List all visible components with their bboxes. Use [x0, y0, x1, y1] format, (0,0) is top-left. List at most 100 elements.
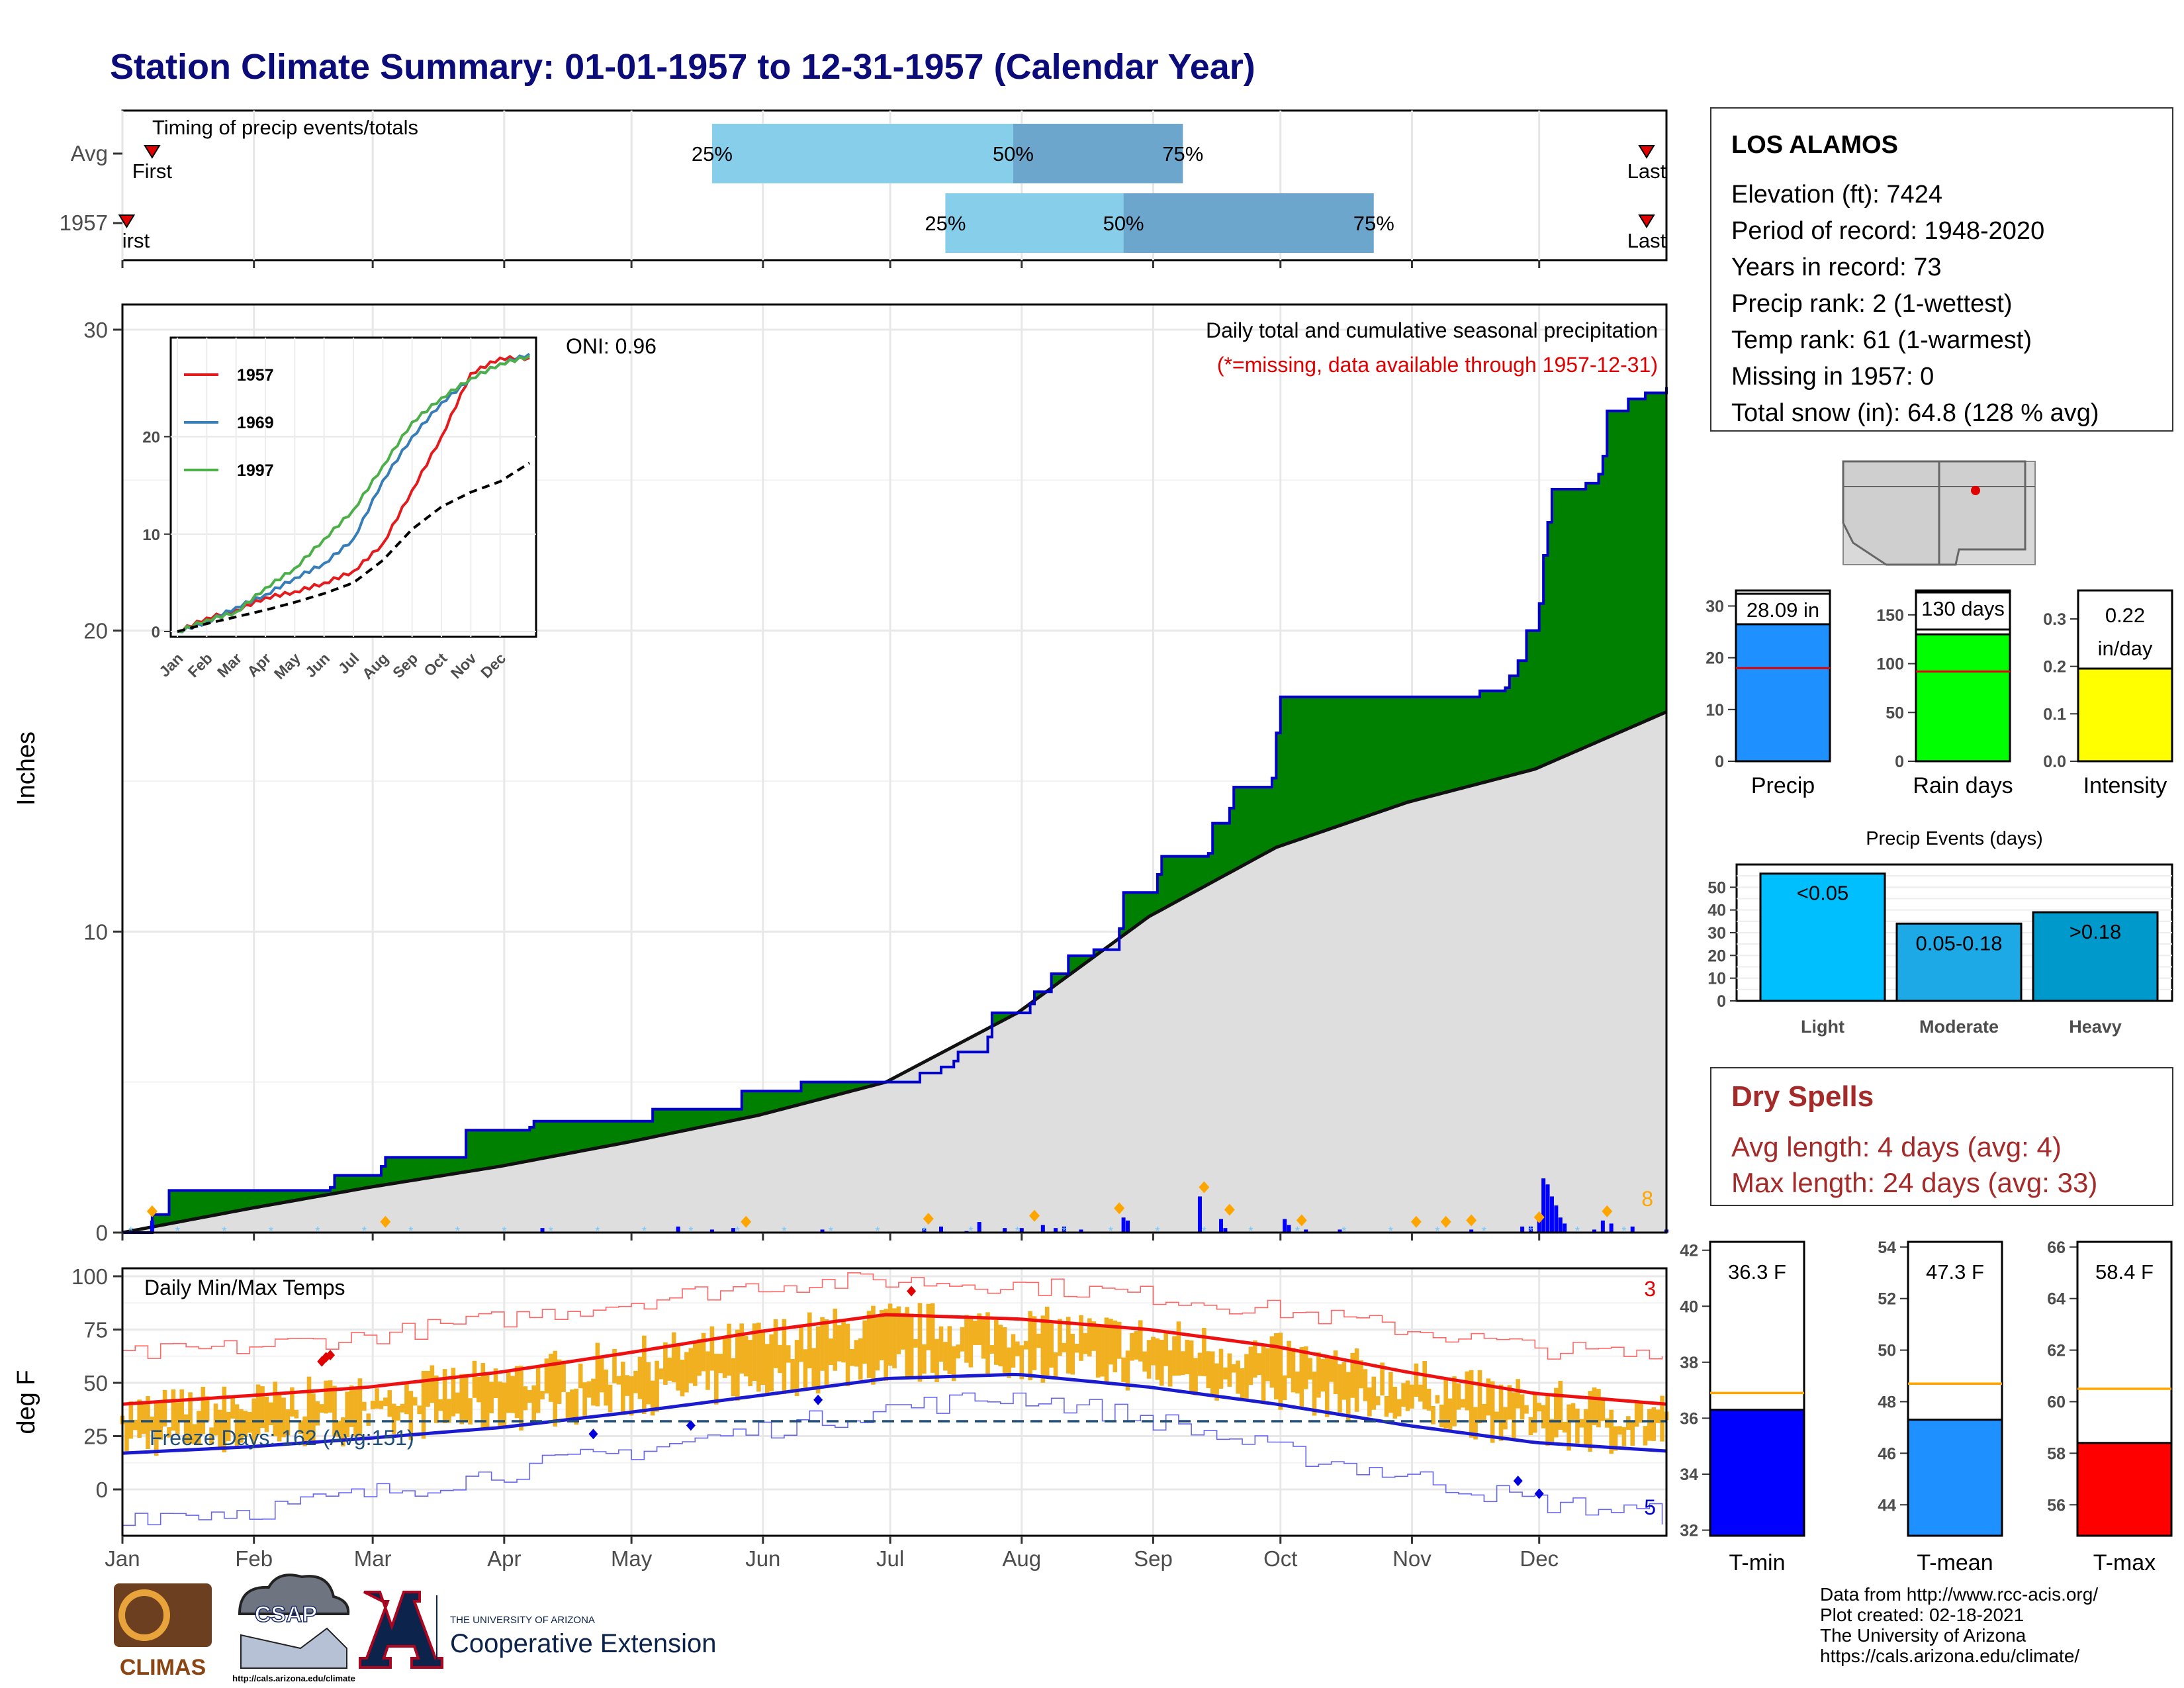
credits: Data from http://www.rcc-acis.org/ Plot … [1820, 1584, 2098, 1666]
precip-y-tick-label: 0 [96, 1221, 108, 1245]
events-category-label: Light [1801, 1017, 1844, 1037]
snow-marker: * [455, 1225, 460, 1238]
month-axis-label: Nov [1392, 1546, 1432, 1571]
temp-bar-y-tick-label: 66 [2047, 1239, 2066, 1257]
oni-label: ONI: 0.96 [566, 334, 657, 358]
timing-bar-q50-q75 [1123, 193, 1374, 253]
precip-bar-y-tick-label: 0 [1715, 753, 1724, 771]
daily-precip-bar [1563, 1223, 1567, 1233]
daily-temp-bar [1486, 1378, 1491, 1416]
temp-bar-y-tick-label: 34 [1680, 1466, 1698, 1484]
daily-temp-bar [294, 1409, 299, 1419]
daily-temp-bar [862, 1320, 867, 1364]
daily-temp-bar [1231, 1364, 1236, 1373]
daily-temp-bar [909, 1313, 914, 1379]
daily-temp-bar [260, 1386, 265, 1429]
daily-temp-bar [1524, 1405, 1529, 1414]
record-low-marker [813, 1394, 823, 1405]
daily-temp-bar [1384, 1395, 1389, 1417]
station-elevation: Elevation (ft): 7424 [1731, 181, 1942, 209]
daily-temp-bar [290, 1387, 295, 1417]
temp-bar-value-label: 47.3 F [1926, 1260, 1984, 1284]
daily-precip-bar [1558, 1217, 1563, 1233]
record-max-line [122, 1272, 1663, 1360]
timing-q75-label: 75% [1162, 142, 1203, 165]
timing-row-label: Avg [71, 141, 108, 165]
daily-temp-bar [892, 1308, 897, 1369]
daily-temp-bar [570, 1389, 574, 1422]
daily-temp-bar [646, 1362, 651, 1405]
timing-q50-label: 50% [993, 142, 1034, 165]
daily-temp-bar [1040, 1315, 1046, 1383]
daily-temp-bar [964, 1315, 969, 1363]
daily-temp-bar [463, 1374, 469, 1421]
record-precip-marker [146, 1205, 158, 1217]
daily-temp-bar [1426, 1388, 1432, 1411]
daily-temp-bar [905, 1307, 910, 1378]
daily-temp-bar [1388, 1372, 1393, 1413]
snow-marker: * [922, 1225, 927, 1238]
daily-precip-bar [1121, 1217, 1126, 1233]
daily-temp-bar [1172, 1336, 1177, 1376]
precip-summary-bars: 0 10 20 30 Precip 0 50 100 150 Rain days 0.0 0.1 0.2… [1706, 589, 2173, 798]
daily-temp-bar [1324, 1356, 1330, 1417]
daily-temp-bar [1630, 1422, 1635, 1446]
daily-temp-bar [709, 1326, 715, 1371]
daily-temp-bar [277, 1392, 282, 1442]
daily-precip-bar [1537, 1219, 1541, 1233]
daily-temp-bar [947, 1326, 952, 1374]
daily-temp-bar [132, 1419, 138, 1430]
daily-temp-bar [302, 1416, 307, 1446]
csap-logo-text: CSAP [255, 1602, 317, 1627]
daily-temp-bar [1570, 1403, 1576, 1421]
temp-bar-y-tick-label: 40 [1680, 1297, 1698, 1316]
daily-temp-bar [884, 1309, 888, 1382]
logos: CLIMAS CSAP http://cals.arizona.edu/climat… [114, 1573, 716, 1683]
events-title: Precip Events (days) [1866, 828, 2043, 849]
daily-temp-bar [442, 1369, 447, 1423]
daily-temp-bar [743, 1336, 749, 1377]
normal-cumulative-area [122, 712, 1666, 1233]
daily-temp-bar [1299, 1347, 1304, 1408]
record-precip-marker [1296, 1214, 1307, 1227]
daily-temp-bar [1218, 1348, 1224, 1389]
daily-temp-bar [1185, 1339, 1190, 1374]
precip-bar-y-tick-label: 10 [1706, 701, 1724, 720]
daily-temp-bar [782, 1319, 787, 1395]
snow-marker: * [1109, 1225, 1113, 1238]
daily-temp-bar [421, 1371, 426, 1439]
events-bar-value-label: <0.05 [1797, 882, 1848, 905]
daily-temp-bar [1210, 1351, 1215, 1397]
daily-precip-bar [1040, 1225, 1045, 1233]
daily-temp-bar [1083, 1333, 1088, 1354]
daily-temp-bar [1456, 1383, 1461, 1410]
events-category-label: Heavy [2069, 1017, 2122, 1037]
ua-university-text: THE UNIVERSITY OF ARIZONA [450, 1615, 595, 1626]
daily-temp-bar [913, 1338, 918, 1348]
daily-temp-bar [1380, 1362, 1385, 1396]
daily-precip-bar [540, 1228, 545, 1233]
freeze-days-label: Freeze Days: 162 (Avg:151) [150, 1426, 414, 1450]
daily-temp-bar [1528, 1417, 1533, 1436]
daily-precip-bar [1019, 1228, 1024, 1233]
daily-temp-bar [989, 1345, 995, 1354]
record-low-count: 5 [1644, 1495, 1656, 1519]
daily-temp-bar [451, 1368, 456, 1417]
daily-temp-bar [879, 1310, 884, 1360]
daily-temp-bar [960, 1327, 965, 1352]
daily-temp-bar [1498, 1384, 1504, 1441]
daily-temp-bar [1541, 1405, 1546, 1429]
map-state-new-mexico [1938, 460, 2026, 566]
record-count-label: 8 [1641, 1187, 1653, 1211]
daily-temp-bar [1236, 1360, 1240, 1394]
temp-bar-category-label: T-max [2093, 1550, 2156, 1575]
precip-value-box [1735, 592, 1831, 626]
month-axis-label: Jul [876, 1546, 904, 1571]
daily-temp-bar [926, 1303, 931, 1350]
precip-summary-bar [1915, 633, 2011, 763]
daily-temp-bar [922, 1344, 927, 1374]
daily-temp-bar [1405, 1380, 1410, 1411]
precip-value-label: 28.09 in [1747, 598, 1819, 622]
daily-temp-bar [815, 1326, 821, 1394]
